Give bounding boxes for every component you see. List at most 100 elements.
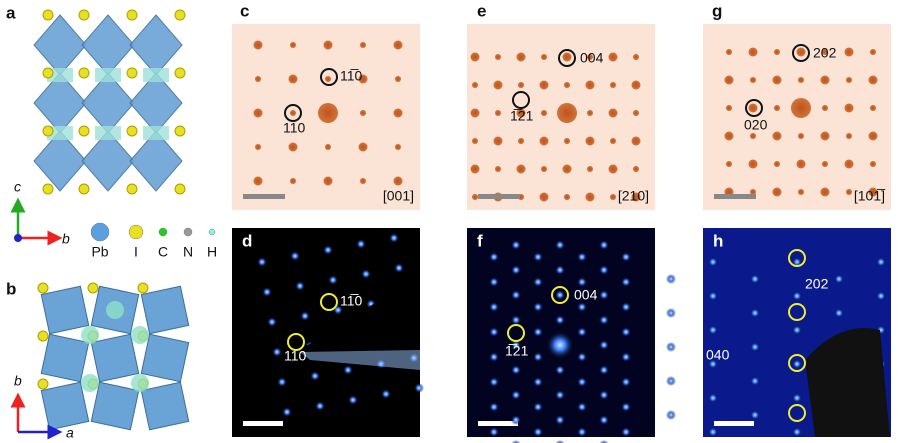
diffraction-spot [599,365,609,375]
index-label: 11̅0 [340,68,363,84]
diffraction-spot [599,240,609,250]
index-label: 004 [574,287,598,303]
diffraction-spot [555,290,565,300]
legend-atom [208,228,216,236]
iodine-atom [174,183,186,195]
octahedron [129,130,183,192]
organic-cation [143,126,169,140]
index-label: 202 [813,45,837,61]
diffraction-spot [631,136,641,146]
diffraction-spot [791,98,811,118]
index-label: 110 [284,348,307,364]
index-circle [320,293,338,311]
index-circle [788,354,806,372]
index-label: 1̅21 [510,108,534,124]
diffraction-spot [555,315,565,325]
diffraction-spot [870,161,876,167]
scale-bar [714,194,756,199]
octahedron [140,381,190,431]
diffraction-spot [774,49,780,55]
diffraction-spot [868,187,878,197]
diffraction-spot [533,277,543,287]
diffraction-spot [511,265,521,275]
diffraction-spot [792,325,802,335]
diffraction-spot [495,54,501,60]
iodine-atom [42,125,54,137]
axis-label: b [62,231,70,247]
index-circle [287,333,305,351]
diffraction-spot [381,389,391,399]
axis-label: a [66,425,74,441]
diffraction-spot [562,164,572,174]
diffraction-spot [792,291,802,301]
diffraction-spot [868,75,878,85]
diffraction-spot [772,75,782,85]
diffraction-spot [539,136,549,146]
diffraction-spot [290,110,296,116]
iodine-atom [137,282,149,294]
diffraction-spot [361,269,371,279]
diffraction-spot [633,54,639,60]
diffraction-spot [323,176,333,186]
diffraction-spot [358,142,368,152]
diffraction-spot [564,138,570,144]
diffraction-spot [798,77,804,83]
diffraction-spot [472,82,478,88]
octahedron [129,14,183,76]
diffraction-spot [493,136,503,146]
diffraction-spot [750,274,760,284]
diffraction-spot [621,277,631,287]
diffraction-spot [868,131,878,141]
diffraction-spot [395,76,401,82]
index-label: 020 [744,117,768,133]
diffraction-spot [470,108,480,118]
diffraction-spot [631,192,641,202]
organic-cation [47,68,73,82]
index-label: 1̅21 [505,343,529,359]
diffraction-spot [798,133,804,139]
diffraction-spot [608,108,618,118]
diffraction-spot [489,252,499,262]
diffraction-spot [834,308,844,318]
diffraction-spot [253,108,263,118]
diffraction-spot [708,325,718,335]
organic-cation [143,68,169,82]
diffraction-spot [323,40,333,50]
diffraction-spot [393,40,403,50]
diffraction-spot [772,187,782,197]
diffraction-spot [750,376,760,386]
diffraction-spot [323,245,333,255]
diffraction-spot [608,52,618,62]
diffraction-spot [774,161,780,167]
diffraction-spot [585,136,595,146]
diffraction-spot [511,415,521,425]
diffraction-spot [750,133,756,139]
diffraction-spot [253,40,263,50]
diffraction-spot [577,352,587,362]
diffraction-spot [300,311,310,321]
diffraction-spot [516,108,526,118]
diffraction-spot [621,352,631,362]
legend-label: N [183,244,193,260]
diffraction-spot [666,376,676,386]
diffraction-spot [587,110,593,116]
diffraction-spot [796,159,806,169]
diffraction-spot [489,377,499,387]
diffraction-spot [577,277,587,287]
diffraction-spot [599,340,609,350]
diffraction-spot [844,47,854,57]
index-circle [320,68,338,86]
diffraction-spot [325,76,331,82]
diffraction-spot [470,164,480,174]
diffraction-spot [724,131,734,141]
zone-axis: [001] [383,188,414,204]
diffraction-spot [541,110,547,116]
iodine-atom [78,9,90,21]
diffraction-spot [822,161,828,167]
index-circle [745,99,763,117]
scale-bar [243,194,285,199]
diffraction-spot [489,277,499,287]
iodine-atom [78,183,90,195]
diffraction-spot [343,365,353,375]
